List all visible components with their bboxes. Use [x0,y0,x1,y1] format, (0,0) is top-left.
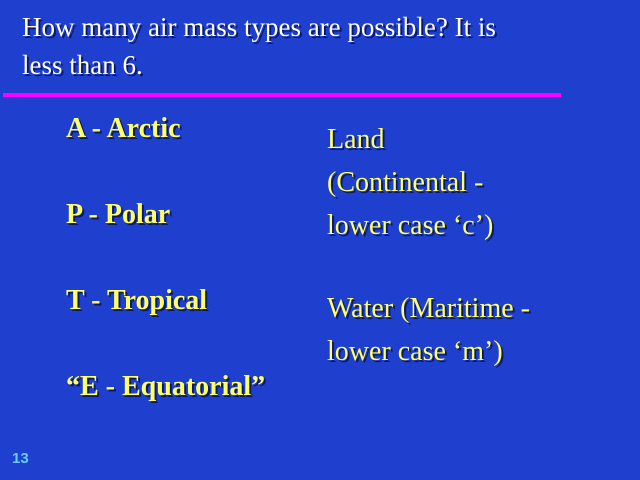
source-region-land: Land (Continental - lower case ‘c’) [327,124,494,241]
source-region-water: Water (Maritime - lower case ‘m’) [327,293,530,367]
source-region-list: Land (Continental - lower case ‘c’) Wate… [327,118,627,373]
type-tropical: T - Tropical [66,285,208,316]
slide-title: How many air mass types are possible? It… [22,12,496,80]
type-arctic: A - Arctic [66,113,181,144]
title-divider [3,93,561,97]
type-polar: P - Polar [66,199,171,230]
type-equatorial: “E - Equatorial” [66,371,266,402]
slide-number: 13 [12,450,29,467]
